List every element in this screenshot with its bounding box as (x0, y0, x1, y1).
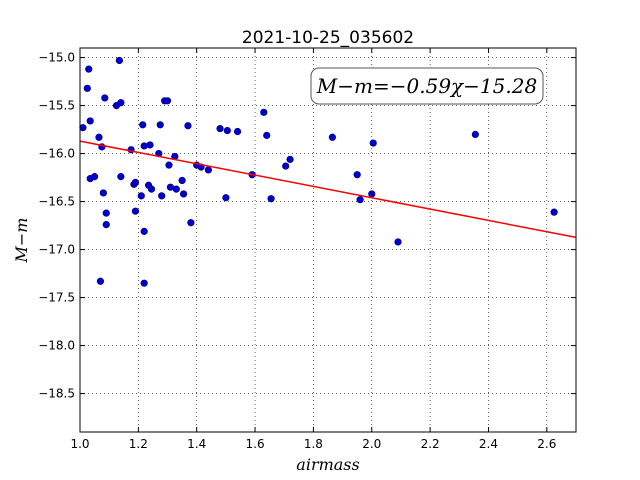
x-tick-label: 1.0 (70, 437, 89, 451)
data-point (140, 142, 148, 150)
data-point (394, 238, 402, 246)
y-tick-label: −15.0 (38, 51, 75, 65)
data-point (158, 192, 166, 200)
data-point (86, 117, 94, 125)
data-point (223, 126, 231, 135)
data-point (90, 173, 99, 181)
y-tick-label: −17.5 (38, 291, 75, 305)
data-point (101, 94, 109, 102)
data-point (115, 56, 123, 65)
data-point (102, 221, 110, 229)
x-tick-label: 2.4 (479, 437, 498, 451)
x-tick-label: 2.0 (362, 437, 381, 451)
data-point (368, 190, 376, 198)
data-point (353, 171, 361, 179)
x-axis-label: airmass (296, 455, 359, 474)
data-point (131, 207, 140, 215)
y-tick-label: −18.5 (38, 387, 75, 401)
y-tick-label: −16.0 (38, 147, 75, 161)
y-axis-label: M−m (12, 218, 31, 264)
data-point (204, 166, 212, 174)
chart-title: 2021-10-25_035602 (242, 28, 414, 48)
data-point (184, 122, 192, 130)
data-point (282, 162, 290, 170)
data-point (216, 125, 224, 133)
data-point (95, 133, 103, 141)
data-point (286, 155, 294, 163)
data-point (179, 190, 188, 198)
data-point (260, 108, 268, 116)
data-point (328, 133, 336, 141)
y-tick-label: −17.0 (38, 243, 75, 257)
fit-line (79, 140, 577, 239)
data-point (156, 121, 164, 129)
grid-lines (79, 48, 576, 432)
data-point (131, 178, 140, 186)
data-point (165, 161, 173, 169)
data-point (139, 121, 147, 129)
axis-ticks: 1.0 1.2 1.4 1.6 1.8 2.0 2.2 2.4 2.6 −15.0 −15.5 −16… (38, 48, 576, 451)
data-point (102, 209, 110, 217)
data-point (187, 219, 195, 227)
x-tick-label: 1.6 (246, 437, 265, 451)
fit-equation: M−m=−0.59χ−15.28 (316, 74, 537, 98)
fit-line-group (79, 140, 577, 239)
annotation-box: M−m=−0.59χ−15.28 (310, 67, 544, 105)
data-point (140, 279, 148, 287)
data-point (146, 141, 154, 149)
y-tick-label: −18.0 (38, 339, 75, 353)
x-tick-label: 2.2 (421, 437, 440, 451)
data-point (140, 227, 148, 235)
data-point (117, 173, 125, 181)
data-point (163, 97, 172, 105)
data-point (178, 176, 186, 185)
data-point (137, 192, 145, 200)
data-points (79, 56, 558, 287)
data-point (263, 131, 271, 139)
y-tick-label: −15.5 (38, 99, 75, 113)
data-point (79, 124, 87, 132)
x-tick-label: 1.8 (304, 437, 323, 451)
annotation-frame (310, 67, 544, 105)
data-point (356, 196, 364, 204)
x-tick-label: 1.4 (187, 437, 206, 451)
data-point (222, 194, 230, 202)
data-point (96, 277, 105, 285)
x-tick-label: 2.6 (537, 437, 556, 451)
data-point (99, 189, 107, 197)
data-point (233, 127, 242, 136)
data-point (83, 84, 91, 92)
data-point (147, 185, 156, 193)
y-tick-label: −16.5 (38, 195, 75, 209)
plot-frame (79, 47, 577, 433)
data-point (550, 208, 558, 216)
data-point (172, 185, 180, 193)
data-point (471, 130, 479, 138)
data-point (267, 195, 275, 203)
data-point (117, 99, 125, 107)
data-point (369, 139, 377, 147)
data-point (85, 65, 93, 73)
x-tick-label: 1.2 (129, 437, 148, 451)
